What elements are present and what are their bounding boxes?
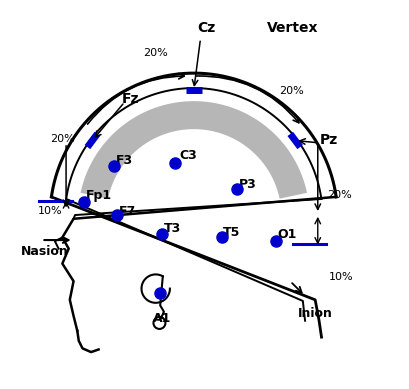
Text: 20%: 20% xyxy=(327,190,351,200)
Text: T5: T5 xyxy=(222,226,240,239)
Text: A1: A1 xyxy=(152,312,171,325)
Text: T3: T3 xyxy=(164,222,181,235)
Text: 20%: 20% xyxy=(143,48,168,58)
Text: Cz: Cz xyxy=(196,21,214,35)
Text: 20%: 20% xyxy=(50,134,74,144)
Text: Vertex: Vertex xyxy=(266,21,317,35)
Text: 20%: 20% xyxy=(278,86,303,96)
Text: Inion: Inion xyxy=(297,307,332,320)
Polygon shape xyxy=(80,101,306,199)
Text: F7: F7 xyxy=(119,205,136,218)
Text: O1: O1 xyxy=(276,228,296,241)
Text: P3: P3 xyxy=(239,177,256,191)
Text: Fp1: Fp1 xyxy=(86,189,112,202)
Text: Pz: Pz xyxy=(319,133,337,147)
Text: F3: F3 xyxy=(116,154,133,166)
Text: Fz: Fz xyxy=(122,92,139,106)
Text: 10%: 10% xyxy=(38,206,62,216)
Text: 10%: 10% xyxy=(328,272,353,282)
Text: Nasion: Nasion xyxy=(21,245,69,258)
Text: C3: C3 xyxy=(179,149,197,162)
